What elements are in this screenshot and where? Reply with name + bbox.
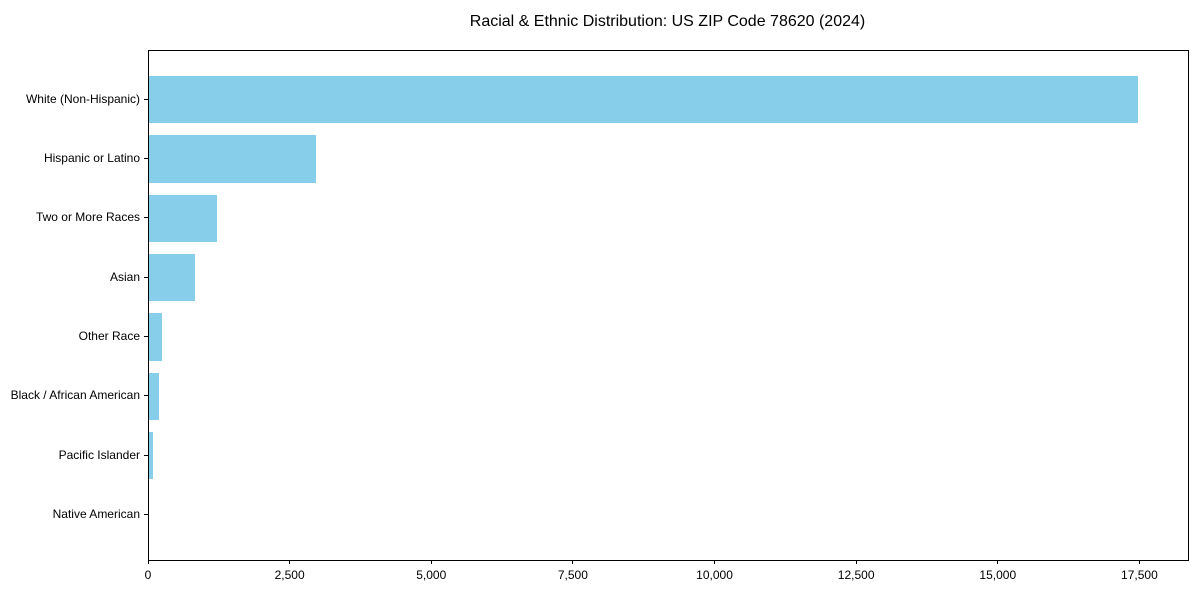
chart-title: Racial & Ethnic Distribution: US ZIP Cod… [469,13,866,30]
x-axis-tick [572,560,574,564]
x-axis-tick-label: 2,500 [274,568,305,582]
y-axis-tick [144,157,148,159]
y-axis-label: Asian [109,269,140,284]
x-axis-tick-label: 7,500 [557,568,588,582]
x-axis-tick [855,560,857,564]
bar-pacific-islander [149,431,153,480]
y-axis-label: Hispanic or Latino [43,150,140,165]
y-axis-label: Pacific Islander [58,447,140,462]
y-axis-label: Native American [52,507,140,522]
y-axis-label: Other Race [78,329,140,343]
bar-other-race [149,313,163,361]
x-axis-tick-label: 10,000 [696,568,733,582]
bar-asian [149,253,196,302]
x-axis-tick [997,560,999,564]
x-axis-tick-label: 15,000 [979,568,1017,582]
plot-area [148,50,1189,561]
y-axis-tick [144,395,148,397]
x-axis-tick-label: 12,500 [837,568,875,582]
y-axis-tick [144,454,148,456]
x-axis-tick [430,560,432,564]
x-axis-tick [289,560,291,564]
y-axis-tick [144,336,148,337]
x-axis-tick-label: 17,500 [1121,568,1158,582]
x-axis-tick-label: 5,000 [416,568,447,582]
x-axis-tick-label: 0 [144,568,152,582]
x-axis-tick [714,560,716,564]
x-axis-tick [147,560,149,564]
y-axis-tick [144,98,148,100]
bar-two-or-more-races [149,194,217,243]
y-axis-tick [144,276,148,278]
bar-white-non-hispanic [149,75,1138,124]
y-axis-tick [144,217,148,219]
bar-hispanic-or-latino [149,135,317,183]
y-axis-tick [144,514,148,516]
y-axis-label: Two or More Races [35,210,140,225]
x-axis-tick [1138,560,1140,564]
bar-black-african-american [149,372,159,421]
y-axis-label: Black / African American [10,388,140,403]
y-axis-label: White (Non-Hispanic) [25,91,140,106]
